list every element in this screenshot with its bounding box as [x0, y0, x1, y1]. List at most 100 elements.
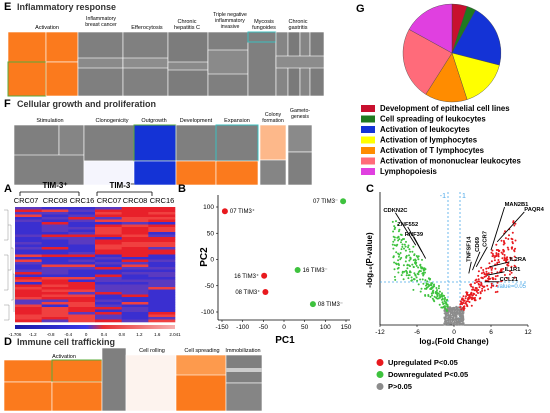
heatmap-cell — [68, 229, 96, 233]
heatmap-cell — [95, 269, 122, 273]
pie-legend-swatch — [361, 136, 375, 144]
colorbar-tick-label: 1.2 — [136, 332, 143, 337]
volcano-point — [438, 285, 440, 287]
volcano-point — [456, 306, 459, 309]
volcano-point — [392, 247, 395, 250]
heatmap-cell — [148, 214, 176, 218]
volcano-point — [424, 279, 427, 282]
heatmap-cell — [121, 277, 149, 280]
volcano-point — [433, 283, 435, 286]
volcano-point — [462, 302, 465, 304]
heatmap-cell — [121, 272, 149, 275]
b-ytick-label: 100 — [203, 204, 214, 211]
volcano-point — [402, 264, 405, 267]
panel-f-header-outgrowth: Outgrowth — [141, 118, 166, 124]
volcano-point — [490, 268, 493, 271]
volcano-point — [495, 252, 498, 255]
heatmap-cell — [15, 252, 42, 255]
annotation-arrow — [496, 211, 525, 243]
b-xtick-label: 50 — [301, 324, 309, 331]
heatmap-cell — [148, 317, 176, 320]
volcano-point — [496, 290, 499, 293]
heatmap-cell — [41, 309, 69, 313]
heatmap-cell — [148, 247, 176, 250]
volcano-point — [460, 308, 463, 311]
heatmap-cell — [68, 267, 96, 270]
heatmap-cell — [121, 267, 149, 270]
heatmap-cell — [15, 284, 42, 288]
volcano-point — [490, 282, 493, 285]
volcano-point — [477, 274, 480, 277]
panel-c-vline-label: -1 — [440, 193, 446, 200]
volcano-point — [471, 298, 473, 301]
volcano-point — [403, 243, 406, 246]
panel-b-letter: B — [178, 183, 186, 195]
volcano-point — [487, 272, 490, 275]
volcano-point — [475, 290, 478, 293]
heatmap-cell — [95, 232, 122, 235]
heatmap-cell — [68, 282, 96, 285]
volcano-point — [465, 295, 467, 298]
heatmap-cell — [41, 254, 69, 258]
heatmap-cell — [68, 287, 96, 290]
colorbar-tick-label: -0.8 — [47, 332, 55, 337]
panel-e-header-ibc: Inflammatory breast cancer — [85, 16, 117, 28]
volcano-point — [470, 285, 473, 288]
volcano-point — [497, 253, 500, 256]
pie-slice — [451, 9, 502, 66]
volcano-point — [426, 280, 429, 283]
heatmap-cell — [95, 229, 122, 233]
heatmap-cell — [68, 292, 96, 295]
b-xtick-label: 150 — [341, 324, 352, 331]
heatmap-cell — [95, 307, 122, 310]
volcano-point — [438, 294, 441, 297]
volcano-point — [441, 295, 444, 298]
volcano-point — [499, 270, 502, 273]
panel-e-header-gastritis: Chronic gastritis — [289, 19, 308, 31]
heatmap-cell — [15, 207, 42, 210]
volcano-point — [456, 321, 458, 324]
heatmap-cell — [121, 314, 149, 318]
volcano-point — [457, 312, 460, 315]
heatmap-cell — [15, 257, 42, 260]
panel-f-header-expansion: Expansion — [224, 118, 250, 124]
annotation-arrow — [395, 212, 417, 246]
heatmap-cell — [95, 267, 122, 270]
heatmap-cell — [15, 214, 42, 218]
volcano-point — [421, 258, 423, 261]
volcano-point — [397, 271, 400, 274]
heatmap-cell — [15, 297, 42, 300]
volcano-point — [490, 271, 493, 274]
volcano-point — [444, 323, 447, 326]
volcano-point — [513, 255, 516, 258]
volcano-point — [492, 278, 494, 281]
volcano-point — [455, 311, 458, 313]
volcano-point — [480, 272, 483, 275]
heatmap-cell — [148, 234, 176, 238]
heatmap-cell — [41, 307, 69, 310]
volcano-point — [485, 270, 488, 273]
heatmap-cell — [41, 274, 69, 278]
annotation-arrow — [468, 261, 472, 274]
heatmap-cell — [15, 269, 42, 273]
c-legend-label: P>0.05 — [388, 382, 412, 391]
heatmap-cell — [95, 259, 122, 263]
volcano-point — [430, 292, 433, 295]
colorbar-tick-label: 0.4 — [101, 332, 108, 337]
heatmap-cell — [68, 314, 96, 318]
panel-d-header-immobilization: Immobilization — [225, 348, 260, 354]
panel-d-header-activation: Activation — [52, 354, 76, 360]
heatmap-cell — [15, 224, 42, 228]
heatmap-cell — [15, 212, 42, 215]
volcano-point — [393, 244, 396, 247]
volcano-point — [464, 297, 467, 300]
heatmap-cell — [95, 222, 122, 225]
panel-a-col-label: CRC08 — [123, 196, 148, 205]
volcano-point — [478, 297, 481, 300]
volcano-point — [400, 241, 402, 244]
panel-c-axes: -12 -6 0 6 12 — [375, 325, 532, 336]
panel-c-xlabel: log₂(Fold Change) — [419, 337, 489, 346]
b-ytick-label: 0 — [210, 257, 214, 264]
volcano-point — [487, 275, 490, 278]
heatmap-cell — [95, 219, 122, 223]
